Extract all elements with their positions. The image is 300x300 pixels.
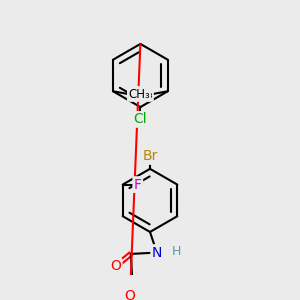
Text: CH₃: CH₃	[128, 88, 150, 100]
Text: N: N	[152, 246, 162, 260]
Text: Br: Br	[142, 149, 158, 164]
Text: Cl: Cl	[134, 112, 147, 126]
Text: O: O	[124, 290, 135, 300]
Text: CH₃: CH₃	[131, 88, 153, 100]
Text: O: O	[110, 259, 121, 273]
Text: H: H	[172, 245, 181, 258]
Text: F: F	[134, 178, 142, 192]
